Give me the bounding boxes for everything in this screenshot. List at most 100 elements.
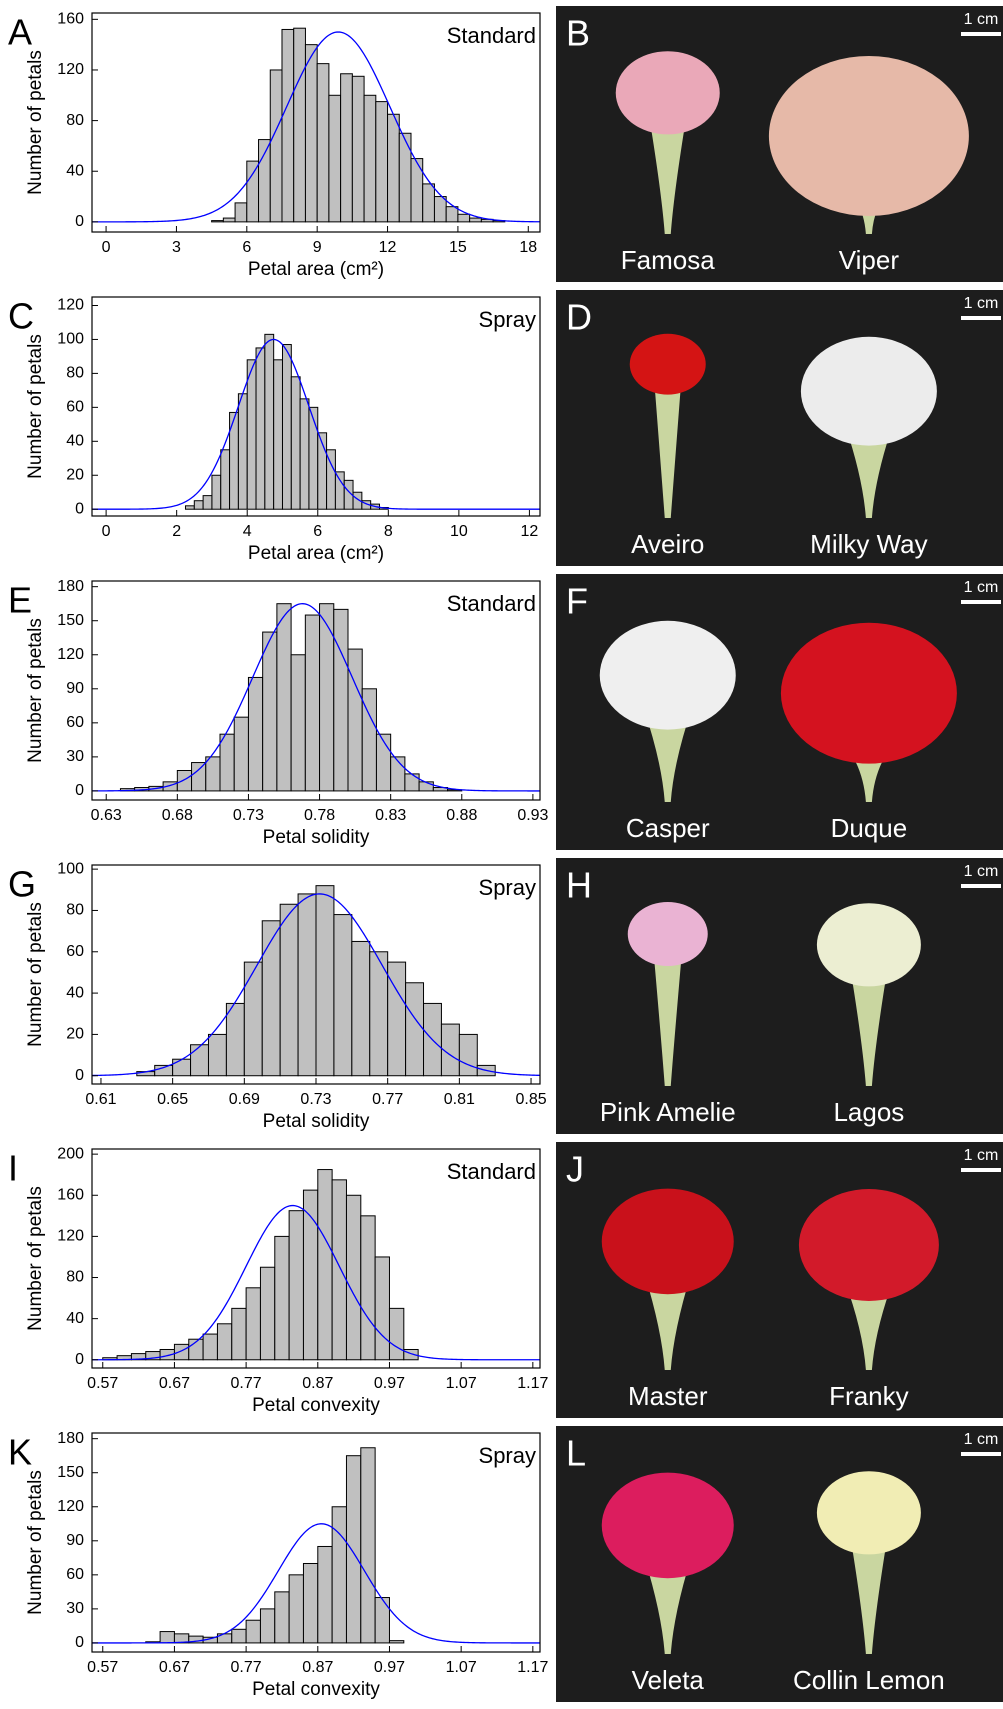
bar bbox=[375, 101, 389, 223]
bar bbox=[334, 471, 345, 510]
bar bbox=[211, 220, 224, 223]
bar bbox=[222, 217, 236, 223]
bar bbox=[331, 1506, 347, 1644]
scale-label: 1 cm bbox=[964, 1431, 999, 1448]
bar bbox=[193, 500, 204, 510]
bar bbox=[290, 376, 301, 510]
scale-label: 1 cm bbox=[964, 863, 999, 880]
y-tick-label: 80 bbox=[66, 1269, 84, 1286]
bar bbox=[245, 1619, 261, 1644]
annotation: Spray bbox=[479, 875, 536, 900]
bar bbox=[184, 505, 195, 510]
bar bbox=[261, 920, 281, 1077]
y-tick-label: 0 bbox=[75, 1351, 84, 1368]
petal-claw bbox=[850, 970, 888, 1086]
x-tick-label: 0.81 bbox=[444, 1091, 475, 1108]
x-tick-label: 0.63 bbox=[91, 807, 122, 824]
bar bbox=[202, 1333, 218, 1361]
cultivar-label: Famosa bbox=[621, 245, 715, 275]
bar bbox=[276, 603, 292, 792]
y-tick-label: 60 bbox=[66, 399, 84, 416]
petal-blade bbox=[629, 333, 706, 395]
bar bbox=[231, 1628, 247, 1644]
photo-background bbox=[556, 290, 1003, 566]
petal-blade bbox=[615, 51, 720, 135]
bar bbox=[315, 885, 335, 1077]
bar bbox=[297, 893, 317, 1077]
petal-claw bbox=[649, 118, 686, 234]
y-tick-label: 0 bbox=[75, 1634, 84, 1651]
bar bbox=[246, 160, 260, 223]
bar bbox=[173, 1343, 190, 1361]
bar bbox=[237, 393, 248, 510]
bar bbox=[333, 608, 349, 792]
x-tick-label: 9 bbox=[313, 239, 322, 256]
x-tick-label: 0.88 bbox=[446, 807, 477, 824]
petal-blade bbox=[599, 620, 736, 730]
bar bbox=[205, 756, 221, 792]
y-axis-label: Number of petals bbox=[25, 50, 46, 195]
bar bbox=[247, 676, 264, 792]
bar bbox=[340, 73, 353, 223]
bar bbox=[288, 1210, 304, 1361]
x-tick-label: 0.77 bbox=[231, 1659, 262, 1676]
bar bbox=[345, 1194, 362, 1361]
x-tick-label: 3 bbox=[172, 239, 181, 256]
bar bbox=[351, 940, 371, 1077]
bar bbox=[316, 63, 330, 223]
petal-blade bbox=[768, 56, 969, 216]
petal-blade bbox=[780, 622, 957, 764]
x-axis-label: Petal convexity bbox=[252, 1395, 380, 1416]
petal-claw bbox=[845, 425, 893, 518]
x-tick-label: 0.73 bbox=[233, 807, 264, 824]
x-tick-label: 0.77 bbox=[231, 1375, 262, 1392]
petal-blade bbox=[816, 1471, 921, 1555]
annotation: Spray bbox=[479, 1443, 536, 1468]
petal-claw bbox=[644, 1558, 691, 1654]
y-tick-label: 160 bbox=[57, 11, 84, 28]
cultivar-label: Veleta bbox=[632, 1665, 705, 1695]
x-tick-label: 0.68 bbox=[162, 807, 193, 824]
bar bbox=[245, 1287, 261, 1361]
y-tick-label: 20 bbox=[66, 466, 84, 483]
x-tick-label: 1.07 bbox=[446, 1659, 477, 1676]
y-tick-label: 90 bbox=[66, 1532, 84, 1549]
bar bbox=[231, 1307, 247, 1361]
petal-blade bbox=[800, 336, 937, 446]
y-tick-label: 40 bbox=[66, 1310, 84, 1327]
panel-letter: B bbox=[566, 13, 590, 54]
panel-letter: G bbox=[8, 864, 36, 905]
bar bbox=[159, 1631, 175, 1644]
panel-letter: E bbox=[8, 580, 32, 621]
bar bbox=[458, 1033, 478, 1077]
cultivar-label: Duque bbox=[831, 813, 908, 843]
bar bbox=[404, 773, 420, 792]
bar bbox=[422, 183, 435, 223]
bar bbox=[262, 631, 278, 792]
bar bbox=[211, 474, 222, 510]
bar bbox=[302, 1562, 319, 1644]
plot-frame bbox=[91, 580, 541, 801]
bar bbox=[225, 1002, 245, 1077]
bar bbox=[328, 94, 342, 223]
x-tick-label: 0 bbox=[102, 523, 111, 540]
panel-letter: K bbox=[8, 1432, 32, 1473]
y-tick-label: 100 bbox=[57, 331, 84, 348]
panel-letter: I bbox=[8, 1148, 18, 1189]
bar bbox=[351, 75, 365, 223]
petal-claw bbox=[653, 954, 682, 1086]
petal-claw bbox=[644, 1274, 691, 1370]
panel-letter: H bbox=[566, 865, 592, 906]
bar bbox=[333, 914, 353, 1077]
fit-curve bbox=[92, 31, 541, 223]
x-tick-label: 0.61 bbox=[85, 1091, 116, 1108]
x-tick-label: 0.69 bbox=[229, 1091, 260, 1108]
scale-label: 1 cm bbox=[964, 1147, 999, 1164]
x-tick-label: 0.97 bbox=[374, 1375, 405, 1392]
y-axis-label: Number of petals bbox=[25, 1186, 46, 1331]
x-tick-label: 4 bbox=[243, 523, 252, 540]
x-tick-label: 10 bbox=[450, 523, 468, 540]
x-tick-label: 18 bbox=[519, 239, 537, 256]
bar bbox=[347, 648, 363, 792]
